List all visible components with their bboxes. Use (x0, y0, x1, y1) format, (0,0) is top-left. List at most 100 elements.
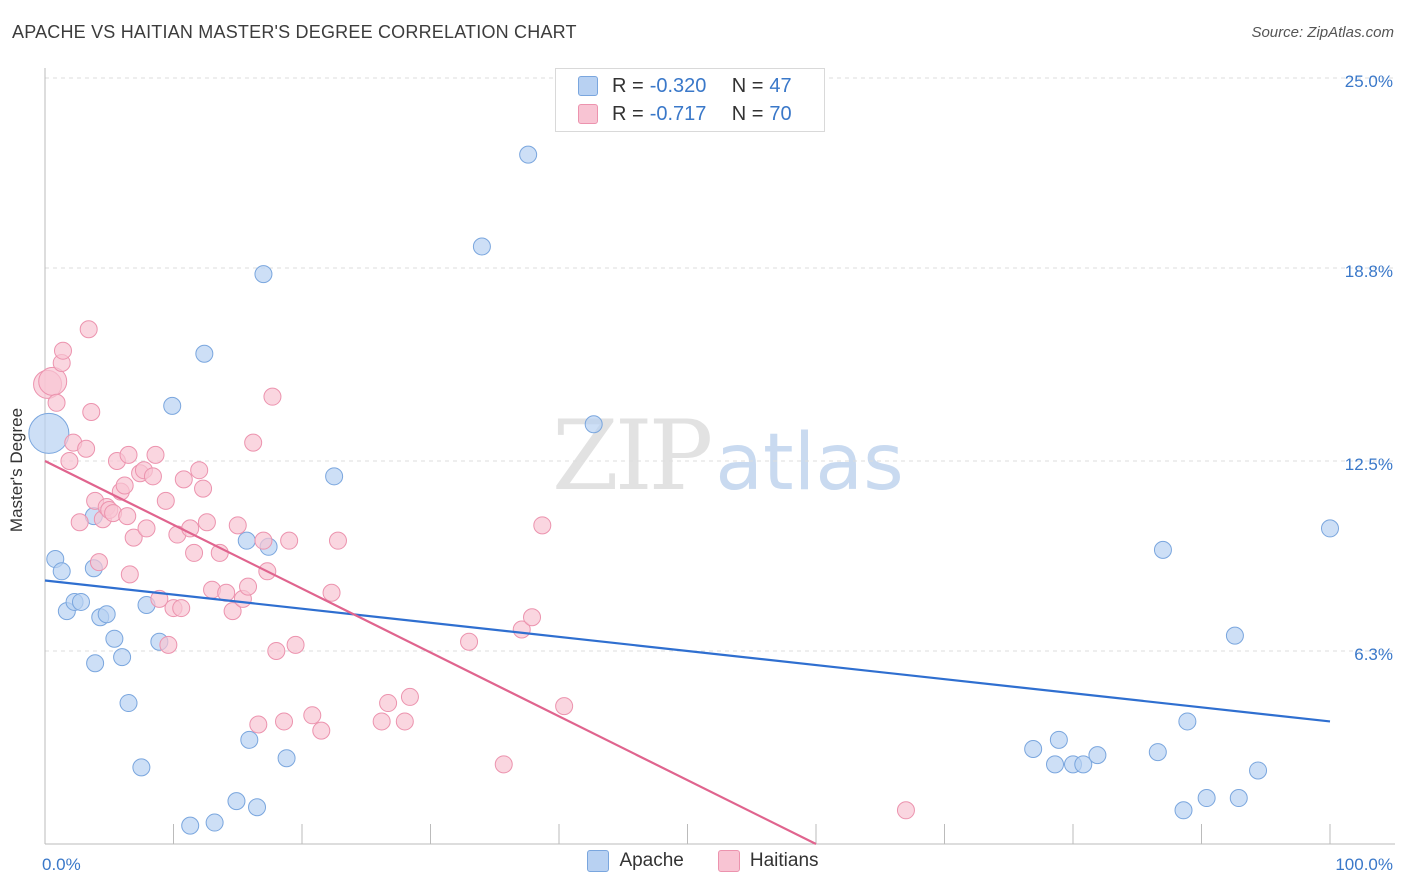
haitian-point (523, 608, 542, 627)
haitian-point (286, 635, 305, 654)
apache-n-value: 47 (769, 74, 792, 97)
grid-lines (45, 77, 1395, 652)
haitian-point (70, 513, 89, 532)
haitian-point (249, 715, 268, 734)
apache-point (205, 813, 224, 832)
haitians-legend-swatch (717, 850, 740, 872)
watermark: ZIPatlas (552, 400, 904, 512)
apache-point (28, 412, 70, 454)
haitian-point (379, 694, 398, 713)
apache-point (1049, 730, 1068, 749)
haitians-legend-label: Haitians (749, 850, 819, 871)
apache-point (1321, 519, 1339, 538)
haitian-point (89, 553, 108, 572)
haitian-point (77, 439, 96, 458)
apache-point (1178, 712, 1197, 731)
haitian-point (79, 320, 98, 339)
haitian-point (194, 479, 213, 498)
apache-point (584, 415, 603, 434)
apache-point (113, 648, 132, 667)
haitian-point (280, 531, 299, 550)
apache-point (248, 798, 267, 817)
apache-point (1249, 761, 1268, 780)
haitian-point (185, 543, 204, 562)
apache-point (1148, 743, 1167, 762)
apache-trend-line (44, 579, 1331, 723)
x-tick-label-start: 0.0% (42, 855, 81, 874)
apache-point (132, 758, 151, 777)
haitian-point (244, 433, 263, 452)
apache-point (325, 467, 344, 486)
apache-point (163, 396, 182, 415)
tick-labels: 6.3% 12.5% 18.8% 25.0% 0.0% 100.0% (42, 72, 1393, 874)
apache-point (240, 730, 259, 749)
haitian-point (197, 513, 216, 532)
legend-item-apache[interactable]: Apache (587, 850, 684, 872)
haitian-point (124, 528, 143, 547)
haitian-point (150, 589, 169, 608)
apache-r-value: -0.320 (649, 74, 707, 97)
haitian-point (47, 393, 66, 412)
apache-point (237, 531, 256, 550)
axes (44, 68, 1395, 845)
apache-points (28, 145, 1339, 835)
haitian-point (223, 602, 242, 621)
apache-point (1074, 755, 1093, 774)
haitians-r-label: R = (612, 102, 644, 125)
haitian-point (137, 519, 156, 538)
haitian-point (156, 491, 175, 510)
haitians-swatch (578, 104, 598, 124)
apache-point (105, 629, 124, 648)
source-label: Source: ZipAtlas.com (1251, 24, 1394, 41)
haitian-point (555, 697, 574, 716)
haitian-points (33, 320, 915, 820)
series-legend: Apache Haitians (0, 850, 1406, 872)
apache-point (1153, 540, 1172, 559)
y-tick-label: 12.5% (1345, 455, 1393, 474)
haitian-point (328, 531, 347, 550)
correlation-legend: R = -0.320 N = 47 R = -0.717 N = 70 (555, 68, 825, 132)
watermark-zip: ZIP (552, 400, 713, 512)
apache-point (195, 344, 214, 363)
apache-point (97, 605, 116, 624)
haitian-point (143, 467, 162, 486)
haitians-n-value: 70 (769, 102, 792, 125)
haitian-trend-line (44, 460, 817, 845)
y-tick-label: 25.0% (1345, 72, 1393, 91)
haitian-point (395, 712, 414, 731)
apache-point (1046, 755, 1065, 774)
haitian-point (400, 687, 419, 706)
apache-legend-swatch (587, 850, 610, 872)
haitian-point (228, 516, 247, 535)
haitian-point (267, 641, 286, 660)
haitian-point (239, 577, 258, 596)
apache-point (1088, 746, 1107, 765)
haitian-point (53, 341, 72, 360)
apache-point (119, 694, 138, 713)
haitian-point (146, 445, 165, 464)
apache-point (227, 792, 246, 811)
haitian-point (120, 565, 139, 584)
apache-point (1197, 789, 1216, 808)
haitian-point (190, 461, 209, 480)
haitian-point (172, 599, 191, 618)
apache-point (519, 145, 538, 164)
haitian-point (60, 452, 79, 470)
legend-item-haitians[interactable]: Haitians (717, 850, 819, 872)
apache-point (52, 562, 71, 581)
haitian-point (460, 632, 479, 651)
haitians-n-label: N = (731, 102, 764, 125)
haitian-point (115, 476, 134, 495)
haitian-point (322, 583, 341, 602)
apache-r-label: R = (612, 74, 644, 97)
chart-title: APACHE VS HAITIAN MASTER'S DEGREE CORREL… (12, 22, 577, 42)
apache-point (71, 592, 90, 611)
haitian-point (372, 712, 391, 731)
apache-point (1225, 626, 1244, 645)
haitian-point (118, 507, 137, 526)
y-tick-label: 6.3% (1354, 645, 1393, 664)
trend-lines (44, 460, 1331, 845)
legend-row-apache: R = -0.320 N = 47 (578, 72, 792, 100)
haitian-point (533, 516, 552, 535)
